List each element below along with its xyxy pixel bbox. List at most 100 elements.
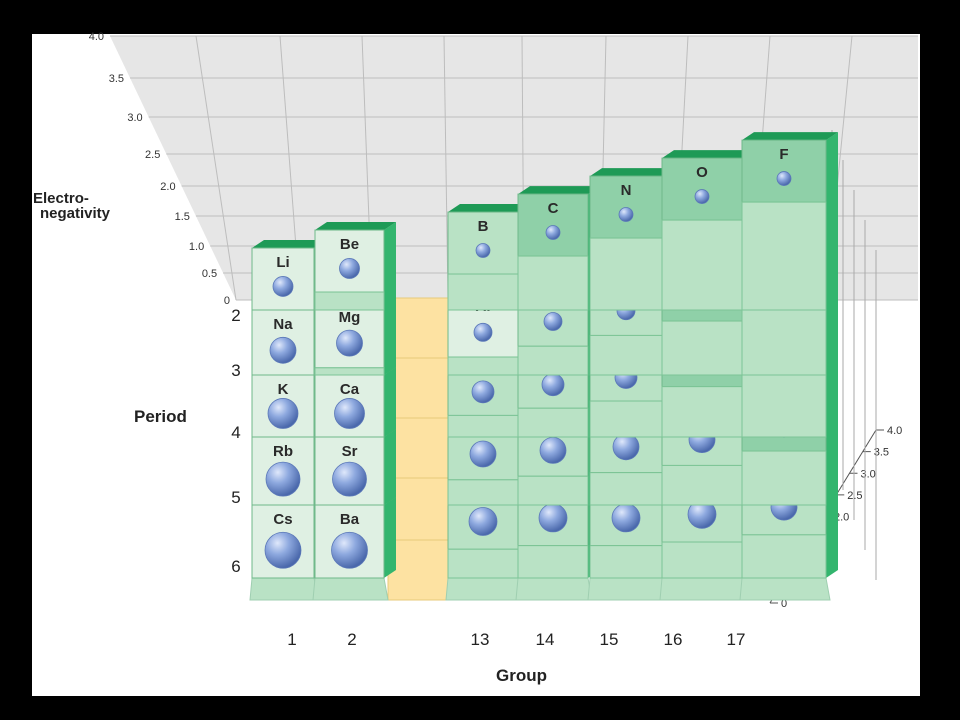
element-riser (447, 548, 519, 579)
group-tick-label: 17 (727, 630, 746, 649)
atom-sphere (334, 398, 365, 429)
element-riser (589, 400, 663, 438)
atom-sphere (545, 225, 561, 240)
z-tick-label: 0 (224, 295, 230, 307)
atom-sphere (543, 312, 563, 331)
z-tick-label: 1.0 (189, 241, 204, 253)
atom-sphere (267, 398, 299, 429)
column-base (249, 577, 319, 601)
period-tick-label: 3 (231, 361, 240, 380)
element-riser (741, 534, 827, 579)
atom-sphere (538, 503, 568, 533)
atom-sphere (468, 507, 498, 536)
atom-sphere (331, 531, 368, 569)
group-tick-label: 13 (471, 630, 490, 649)
element-riser (741, 371, 827, 438)
element-symbol: C (548, 200, 559, 217)
atom-sphere (539, 436, 567, 464)
element-symbol: Cs (273, 511, 292, 528)
element-front-face (661, 157, 743, 221)
atom-sphere (269, 336, 297, 364)
element-symbol: O (696, 164, 708, 181)
z-tick-label: 2.5 (145, 149, 160, 161)
group-tick-label: 1 (287, 630, 296, 649)
element-box-be: Be (314, 222, 396, 311)
atom-sphere (264, 531, 302, 569)
z-tick-label: 2.0 (160, 181, 175, 193)
period-tick-labels: 2 3 4 5 6 (231, 306, 240, 576)
column-base (445, 577, 523, 601)
column-base (739, 577, 831, 601)
atom-sphere (332, 461, 367, 497)
element-riser (589, 545, 663, 579)
element-riser (447, 273, 519, 311)
element-symbol: Li (276, 254, 289, 271)
atom-sphere (339, 258, 360, 279)
element-riser (447, 479, 519, 506)
y-axis-title-line1: Electro- (33, 190, 89, 207)
transition-metal-gap (387, 297, 449, 601)
group-tick-label: 2 (347, 630, 356, 649)
element-riser (661, 320, 743, 376)
element-side-face (384, 367, 396, 437)
element-riser (661, 541, 743, 579)
element-riser (589, 334, 663, 376)
element-box-f: F (741, 132, 838, 311)
element-side-face (826, 132, 838, 310)
element-riser (517, 545, 589, 579)
wall-grid-v (195, 35, 237, 301)
z-tick-label-right: 3.0 (861, 468, 876, 480)
element-riser (314, 367, 385, 376)
element-front-face (314, 374, 385, 438)
element-box-c: C (517, 186, 600, 311)
element-riser (517, 475, 589, 506)
z-tick-label: 0.5 (202, 268, 217, 280)
period-tick-label: 6 (231, 557, 240, 576)
atom-sphere (473, 322, 493, 342)
element-symbol: Ba (340, 511, 360, 528)
element-box-b: B (447, 204, 530, 311)
z-tick-label: 4.0 (89, 31, 104, 43)
group-axis-title: Group (496, 666, 547, 685)
element-box-sr: Sr (314, 429, 396, 506)
element-riser (589, 237, 663, 311)
period-tick-label: 4 (231, 423, 240, 442)
element-riser (517, 407, 589, 438)
element-box-ba: Ba (314, 497, 396, 579)
period-axis-title: Period (134, 407, 187, 426)
element-top-face (662, 150, 754, 159)
element-top-face (448, 204, 530, 212)
element-riser (661, 386, 743, 438)
period-tick-label: 2 (231, 306, 240, 325)
atom-sphere (776, 171, 792, 186)
element-box-o: O (661, 150, 754, 311)
element-riser (447, 356, 519, 376)
element-top-face (252, 240, 326, 248)
wall-grid-v (443, 35, 449, 301)
element-symbol: B (478, 218, 489, 235)
z-tick-label-right: 4.0 (887, 425, 902, 437)
element-riser (517, 255, 589, 311)
element-symbol: Sr (342, 443, 358, 460)
column-base (515, 577, 593, 601)
element-top-face (315, 222, 396, 230)
element-riser (661, 464, 743, 506)
element-riser (741, 201, 827, 311)
element-riser (661, 219, 743, 311)
element-front-face (447, 211, 519, 275)
element-front-face (517, 193, 589, 257)
atom-sphere (475, 243, 491, 258)
atom-sphere (471, 380, 495, 404)
element-riser (447, 414, 519, 438)
element-side-face (384, 222, 396, 310)
atom-sphere (612, 433, 640, 461)
atom-sphere (272, 276, 294, 297)
element-side-face (384, 429, 396, 505)
bar-columns: CsRbKNaLiBaSrCaMgBeTlInGaAlBPbSnGeSiCBiS… (249, 132, 838, 601)
transition-block (387, 297, 449, 601)
atom-sphere (618, 207, 634, 222)
element-symbol: Na (273, 316, 293, 333)
period-tick-label: 5 (231, 488, 240, 507)
element-riser (314, 291, 385, 311)
